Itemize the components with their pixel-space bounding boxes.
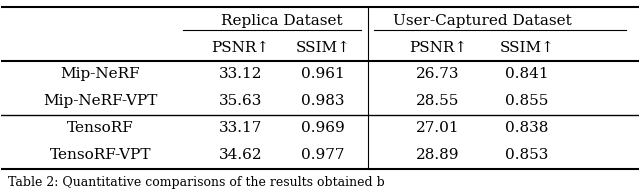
Text: 35.63: 35.63	[219, 94, 262, 108]
Text: Mip-NeRF-VPT: Mip-NeRF-VPT	[43, 94, 157, 108]
Text: Mip-NeRF: Mip-NeRF	[60, 67, 140, 82]
Text: 0.838: 0.838	[506, 121, 548, 135]
Text: 0.983: 0.983	[301, 94, 345, 108]
Text: 0.841: 0.841	[506, 67, 549, 82]
Text: 28.55: 28.55	[416, 94, 460, 108]
Text: 0.977: 0.977	[301, 148, 345, 162]
Text: TensoRF-VPT: TensoRF-VPT	[49, 148, 151, 162]
Text: 0.961: 0.961	[301, 67, 345, 82]
Text: 27.01: 27.01	[416, 121, 460, 135]
Text: 33.12: 33.12	[219, 67, 262, 82]
Text: Replica Dataset: Replica Dataset	[221, 14, 342, 28]
Text: 28.89: 28.89	[416, 148, 460, 162]
Text: 34.62: 34.62	[218, 148, 262, 162]
Text: PSNR↑: PSNR↑	[409, 41, 467, 55]
Text: SSIM↑: SSIM↑	[296, 41, 351, 55]
Text: 33.17: 33.17	[219, 121, 262, 135]
Text: 0.853: 0.853	[506, 148, 548, 162]
Text: User-Captured Dataset: User-Captured Dataset	[393, 14, 572, 28]
Text: PSNR↑: PSNR↑	[211, 41, 269, 55]
Text: 0.855: 0.855	[506, 94, 548, 108]
Text: TensoRF: TensoRF	[67, 121, 134, 135]
Text: 26.73: 26.73	[416, 67, 460, 82]
Text: 0.969: 0.969	[301, 121, 345, 135]
Text: SSIM↑: SSIM↑	[500, 41, 554, 55]
Text: Table 2: Quantitative comparisons of the results obtained b: Table 2: Quantitative comparisons of the…	[8, 176, 385, 189]
